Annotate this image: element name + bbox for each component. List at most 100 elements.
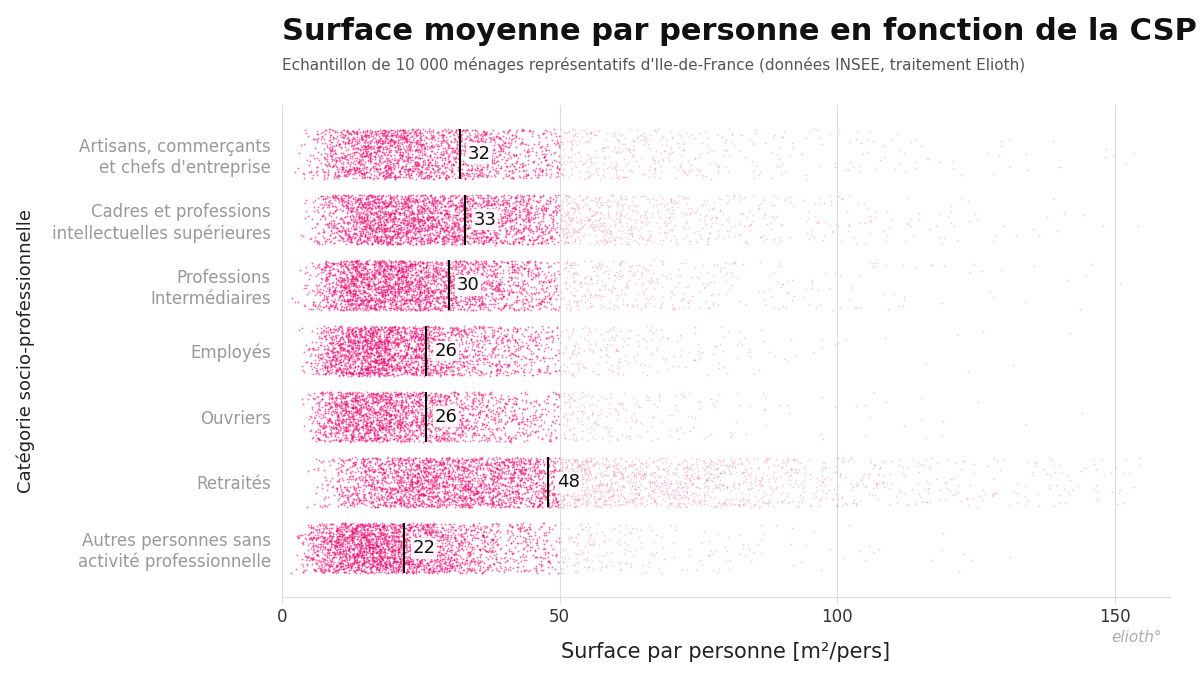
Point — [565, 483, 584, 494]
Point — [661, 520, 680, 531]
Point — [467, 462, 486, 473]
Point — [334, 342, 353, 353]
Point — [478, 126, 497, 137]
Point — [620, 431, 640, 441]
Point — [366, 284, 385, 294]
Point — [378, 160, 397, 171]
Point — [407, 327, 426, 338]
Point — [386, 361, 406, 372]
Point — [439, 219, 458, 230]
Point — [305, 565, 324, 576]
Point — [418, 297, 437, 308]
Point — [373, 500, 392, 510]
Point — [408, 195, 427, 206]
Point — [602, 190, 622, 200]
Point — [376, 294, 395, 305]
Point — [347, 522, 366, 533]
Point — [438, 498, 457, 509]
Point — [389, 265, 408, 275]
Point — [378, 331, 397, 342]
Point — [421, 549, 440, 560]
Point — [462, 219, 481, 230]
Point — [382, 258, 401, 269]
Point — [373, 472, 392, 483]
Point — [418, 357, 437, 368]
Point — [446, 264, 466, 275]
Point — [874, 470, 893, 481]
Point — [454, 353, 473, 364]
Point — [486, 359, 505, 370]
Point — [386, 286, 406, 296]
Point — [478, 554, 497, 564]
Point — [348, 144, 367, 155]
Point — [472, 267, 491, 278]
Point — [311, 287, 330, 298]
Point — [546, 494, 565, 505]
Point — [503, 547, 522, 558]
Point — [457, 224, 476, 235]
Point — [468, 257, 487, 268]
Point — [524, 369, 544, 380]
Point — [373, 551, 392, 562]
Point — [324, 296, 343, 307]
Point — [437, 159, 456, 169]
Point — [455, 325, 474, 336]
Point — [1019, 457, 1038, 468]
Point — [406, 498, 425, 509]
Point — [463, 396, 482, 406]
Point — [463, 290, 482, 300]
Point — [316, 331, 335, 342]
Point — [481, 533, 500, 544]
Point — [488, 499, 508, 510]
Point — [325, 393, 344, 404]
Point — [384, 137, 403, 148]
Point — [552, 567, 571, 578]
Point — [511, 342, 530, 352]
Point — [415, 206, 434, 217]
Point — [456, 141, 475, 152]
Point — [577, 458, 596, 469]
Point — [424, 166, 443, 177]
Point — [371, 551, 390, 562]
Point — [397, 358, 416, 369]
Point — [344, 533, 364, 543]
Point — [341, 353, 360, 364]
Point — [972, 495, 991, 506]
Point — [366, 164, 385, 175]
Point — [773, 462, 792, 472]
Point — [464, 236, 484, 246]
Point — [520, 501, 539, 512]
Point — [340, 286, 359, 296]
Point — [389, 126, 408, 136]
Point — [328, 127, 347, 138]
Point — [473, 424, 492, 435]
Point — [390, 338, 409, 349]
Point — [319, 200, 338, 211]
Point — [415, 367, 434, 377]
Point — [397, 259, 416, 269]
Point — [346, 143, 365, 154]
Point — [416, 394, 436, 405]
Point — [383, 234, 402, 245]
Point — [499, 394, 518, 404]
Point — [851, 496, 870, 507]
Point — [449, 538, 468, 549]
Point — [534, 459, 553, 470]
Point — [377, 130, 396, 140]
Point — [488, 363, 508, 374]
Point — [491, 502, 510, 512]
Point — [486, 190, 505, 201]
Point — [565, 371, 584, 381]
Point — [698, 236, 718, 246]
Point — [577, 495, 596, 506]
Point — [427, 541, 446, 551]
Point — [379, 338, 398, 348]
Point — [509, 490, 528, 501]
Point — [484, 255, 503, 266]
Point — [352, 168, 371, 179]
Point — [338, 285, 358, 296]
Point — [470, 334, 490, 345]
Point — [322, 263, 341, 274]
Point — [588, 493, 607, 504]
Point — [433, 231, 452, 242]
